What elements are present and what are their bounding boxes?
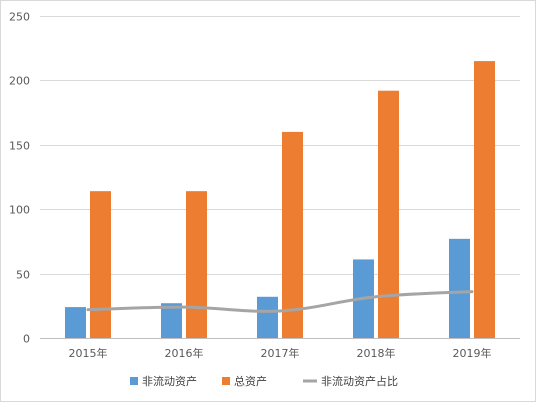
x-tick-label: 2017年	[261, 346, 300, 360]
legend-swatch	[130, 377, 138, 385]
line-noncurrent-asset-ratio	[86, 290, 474, 313]
x-tick-label: 2016年	[165, 346, 204, 360]
bar-total-assets	[186, 191, 207, 338]
x-tick-label: 2015年	[69, 346, 108, 360]
bar-noncurrent-assets	[449, 238, 470, 338]
watermark-text: 头条 @欧成聊股	[430, 376, 525, 392]
legend-label: 非流动资产占比	[321, 374, 398, 388]
y-tick-label: 200	[9, 75, 30, 88]
gridlines	[40, 16, 520, 339]
x-tick-label: 2019年	[453, 346, 492, 360]
legend-label: 非流动资产	[142, 374, 197, 388]
y-tick-label: 50	[16, 269, 30, 282]
y-tick-label: 250	[9, 11, 30, 24]
legend: 非流动资产 总资产 非流动资产占比	[130, 374, 398, 388]
bar-total-assets	[90, 191, 111, 338]
bars	[65, 61, 495, 339]
bar-total-assets	[282, 131, 303, 338]
line-series	[86, 290, 474, 313]
y-tick-label: 150	[9, 140, 30, 153]
x-tick-label: 2018年	[357, 346, 396, 360]
y-tick-label: 100	[9, 204, 30, 217]
bar-total-assets	[378, 90, 399, 338]
bar-noncurrent-assets	[257, 296, 278, 338]
y-tick-label: 0	[23, 333, 30, 346]
legend-swatch	[222, 377, 230, 385]
bar-noncurrent-assets	[65, 307, 86, 338]
bar-noncurrent-assets	[161, 303, 182, 338]
y-axis-ticks: 0 50 100 150 200 250	[9, 11, 30, 346]
bar-total-assets	[474, 61, 495, 339]
legend-label: 总资产	[234, 374, 267, 388]
x-axis-ticks: 2015年 2016年 2017年 2018年 2019年	[69, 346, 492, 360]
